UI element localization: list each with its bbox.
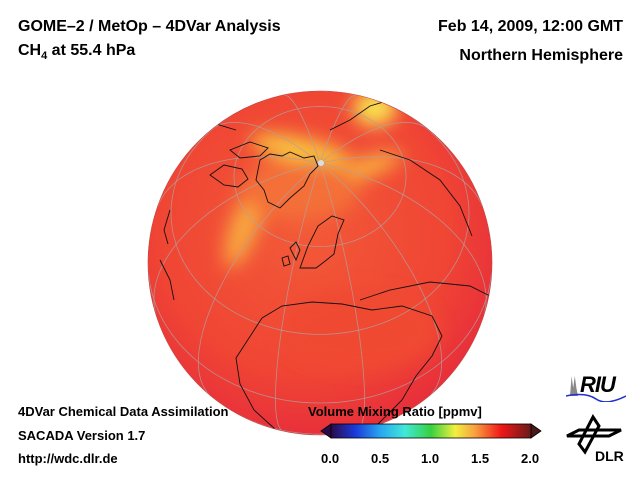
graticule-line — [170, 114, 470, 335]
graticule-line — [157, 156, 321, 207]
colorbar-tick: 2.0 — [521, 451, 540, 466]
region-label: Northern Hemisphere — [459, 47, 623, 64]
colorbar-tick: 1.5 — [471, 451, 490, 466]
graticule-line — [319, 94, 357, 164]
north-pole-marker — [318, 160, 324, 166]
footer-line-1: 4DVar Chemical Data Assimilation — [18, 404, 229, 419]
colorbar-high-arrow — [530, 423, 542, 439]
riu-logo-text: RIU — [580, 372, 616, 397]
colorbar-title: Volume Mixing Ratio [ppmv] — [308, 404, 482, 419]
colorbar-tick: 0.5 — [371, 451, 390, 466]
species-subscript: 4 — [41, 50, 48, 63]
graticule-line — [275, 162, 321, 432]
pressure-level: at 55.4 hPa — [47, 42, 136, 59]
dlr-logo: DLR — [565, 414, 625, 466]
colorbar — [320, 423, 542, 439]
graticule-line — [197, 162, 321, 395]
colorbar-gradient — [330, 423, 532, 439]
ch4-field — [148, 91, 492, 435]
species-label: CH4 at 55.4 hPa — [18, 42, 135, 62]
riu-logo: RIU — [566, 372, 626, 402]
graticule-line — [319, 156, 483, 207]
footer-line-2: SACADA Version 1.7 — [18, 428, 146, 443]
graticule-line — [283, 94, 321, 164]
species-name: CH — [18, 42, 42, 59]
dlr-logo-text: DLR — [595, 448, 624, 464]
colorbar-tick: 1.0 — [421, 451, 440, 466]
figure-title: GOME–2 / MetOp – 4DVar Analysis — [18, 18, 281, 35]
graticule-line — [319, 162, 487, 315]
colorbar-tick: 0.0 — [321, 451, 340, 466]
graticule-line — [319, 121, 429, 164]
graticule-line — [319, 162, 443, 395]
footer-link[interactable]: http://wdc.dlr.de — [18, 451, 118, 466]
datetime-label: Feb 14, 2009, 12:00 GMT — [438, 18, 623, 35]
graticule-line — [211, 121, 321, 164]
graticule-line — [148, 262, 492, 404]
graticule-line — [153, 162, 321, 315]
dlr-emblem-icon — [566, 414, 622, 455]
